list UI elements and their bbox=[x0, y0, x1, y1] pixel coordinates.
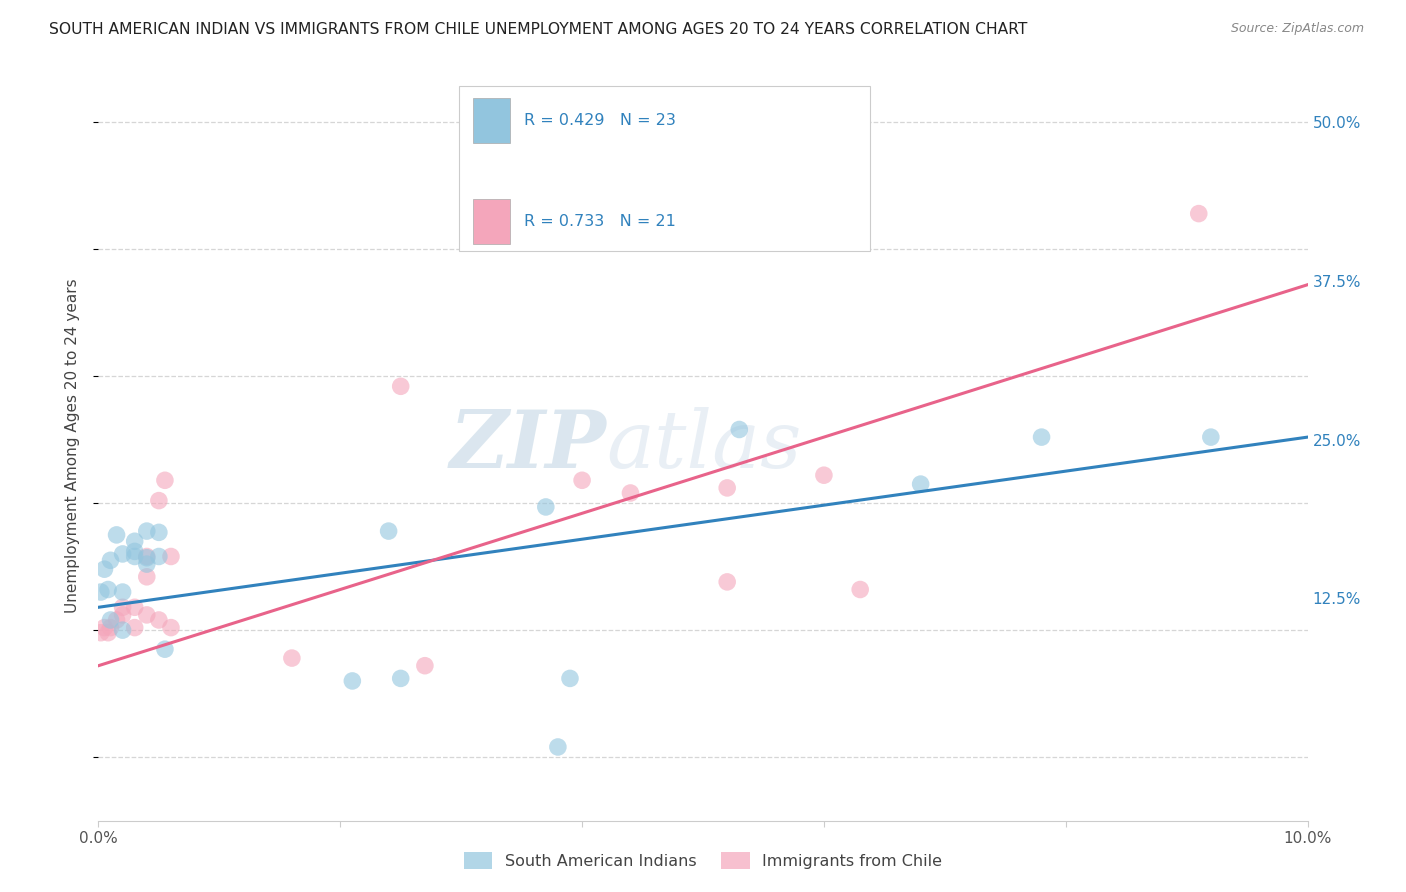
Point bbox=[619, 486, 641, 500]
Point bbox=[135, 524, 157, 538]
Point bbox=[716, 481, 738, 495]
Point bbox=[124, 621, 146, 635]
Text: Source: ZipAtlas.com: Source: ZipAtlas.com bbox=[1230, 22, 1364, 36]
Point bbox=[413, 658, 436, 673]
Point bbox=[1188, 206, 1211, 220]
Point bbox=[135, 557, 157, 571]
Point bbox=[135, 549, 157, 564]
Point bbox=[1199, 430, 1222, 444]
FancyBboxPatch shape bbox=[474, 97, 510, 143]
FancyBboxPatch shape bbox=[474, 199, 510, 244]
Point bbox=[124, 544, 146, 558]
Point bbox=[849, 582, 872, 597]
Point bbox=[153, 473, 176, 487]
Point bbox=[111, 547, 134, 561]
Point bbox=[124, 549, 146, 564]
Point bbox=[100, 621, 122, 635]
Point bbox=[281, 651, 304, 665]
Point bbox=[148, 613, 170, 627]
Text: R = 0.429   N = 23: R = 0.429 N = 23 bbox=[524, 112, 676, 128]
Text: SOUTH AMERICAN INDIAN VS IMMIGRANTS FROM CHILE UNEMPLOYMENT AMONG AGES 20 TO 24 : SOUTH AMERICAN INDIAN VS IMMIGRANTS FROM… bbox=[49, 22, 1028, 37]
Text: atlas: atlas bbox=[606, 408, 801, 484]
Point bbox=[389, 379, 412, 393]
Point bbox=[135, 570, 157, 584]
Point bbox=[148, 549, 170, 564]
Point bbox=[160, 549, 183, 564]
Point bbox=[105, 613, 128, 627]
FancyBboxPatch shape bbox=[458, 87, 870, 252]
Point bbox=[111, 607, 134, 622]
Point bbox=[97, 625, 120, 640]
Point bbox=[910, 477, 932, 491]
Point bbox=[1031, 430, 1053, 444]
Point bbox=[571, 473, 593, 487]
Text: R = 0.733   N = 21: R = 0.733 N = 21 bbox=[524, 214, 676, 228]
Point bbox=[342, 673, 364, 688]
Point bbox=[813, 468, 835, 483]
Point bbox=[153, 642, 176, 657]
Point bbox=[160, 621, 183, 635]
Point bbox=[124, 600, 146, 615]
Point bbox=[90, 585, 112, 599]
Point bbox=[100, 613, 122, 627]
Point bbox=[148, 493, 170, 508]
Point bbox=[93, 621, 115, 635]
Point bbox=[111, 623, 134, 637]
Point bbox=[389, 672, 412, 686]
Point bbox=[534, 500, 557, 514]
Point bbox=[97, 582, 120, 597]
Point bbox=[135, 550, 157, 565]
Point bbox=[148, 525, 170, 540]
Point bbox=[135, 607, 157, 622]
Point bbox=[124, 534, 146, 549]
Point bbox=[111, 585, 134, 599]
Legend: South American Indians, Immigrants from Chile: South American Indians, Immigrants from … bbox=[457, 846, 949, 875]
Point bbox=[728, 422, 751, 436]
Point bbox=[547, 739, 569, 754]
Text: ZIP: ZIP bbox=[450, 408, 606, 484]
Point bbox=[558, 672, 581, 686]
Y-axis label: Unemployment Among Ages 20 to 24 years: Unemployment Among Ages 20 to 24 years bbox=[65, 278, 80, 614]
Point bbox=[105, 528, 128, 542]
Point bbox=[100, 553, 122, 567]
Point bbox=[716, 574, 738, 589]
Point bbox=[111, 600, 134, 615]
Point bbox=[93, 562, 115, 576]
Point bbox=[90, 625, 112, 640]
Point bbox=[377, 524, 399, 538]
